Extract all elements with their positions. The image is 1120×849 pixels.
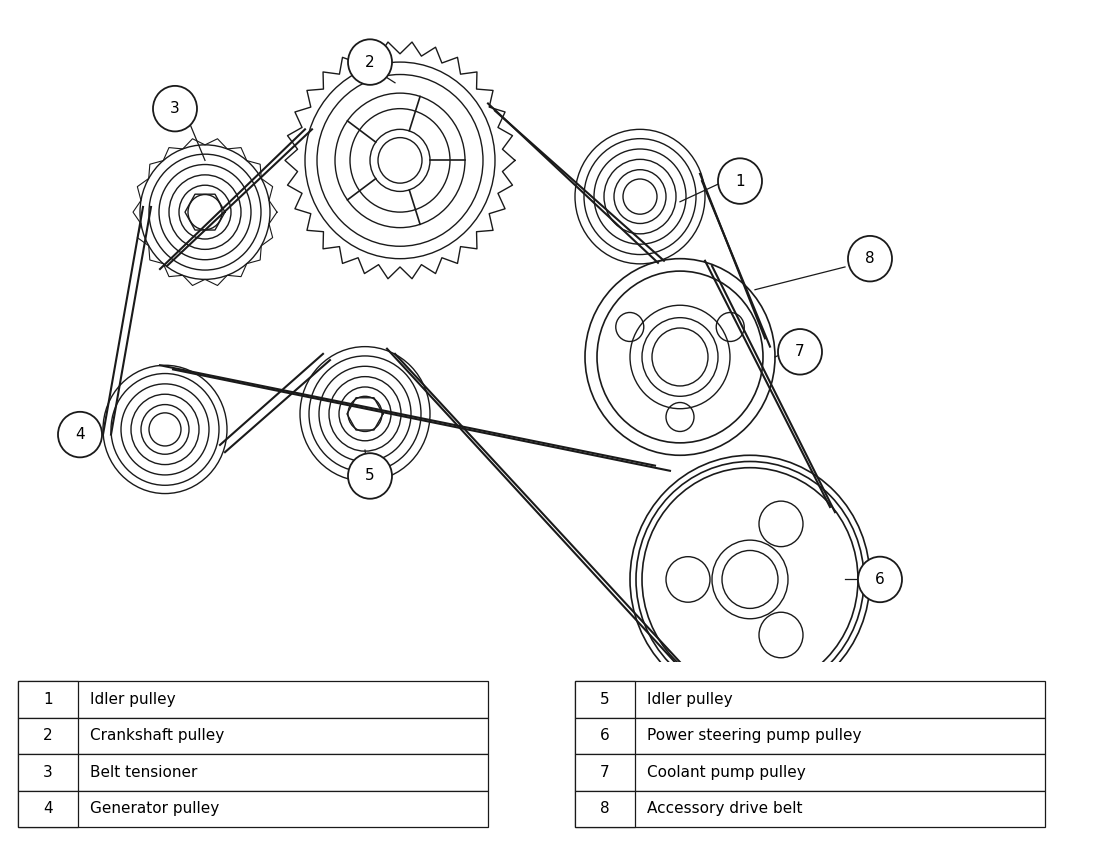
Text: 4: 4 [44,801,53,816]
Bar [575,790,635,827]
Circle shape [348,39,392,85]
Text: Power steering pump pulley: Power steering pump pulley [647,728,861,744]
Text: 2: 2 [44,728,53,744]
Text: 6: 6 [600,728,610,744]
Text: 3: 3 [170,101,180,116]
Text: 8: 8 [600,801,609,816]
Text: Crankshaft pulley: Crankshaft pulley [90,728,224,744]
Bar [18,790,488,827]
Circle shape [718,158,762,204]
Text: 1: 1 [44,692,53,707]
Bar [18,682,78,717]
Text: 2: 2 [365,54,375,70]
Bar [18,717,488,754]
Bar [575,682,1045,717]
Text: 5: 5 [600,692,609,707]
Bar [18,717,78,754]
Bar [575,717,1045,754]
Text: Generator pulley: Generator pulley [90,801,220,816]
Text: Idler pulley: Idler pulley [90,692,176,707]
Bar [575,682,635,717]
Circle shape [153,86,197,132]
Circle shape [778,329,822,374]
Bar [575,717,635,754]
Bar [575,754,1045,790]
Bar [575,754,635,790]
Text: Accessory drive belt: Accessory drive belt [647,801,803,816]
Text: Belt tensioner: Belt tensioner [90,765,197,780]
Circle shape [848,236,892,282]
Bar [575,790,1045,827]
Bar [18,682,488,717]
Text: 7: 7 [600,765,609,780]
Text: 8: 8 [865,251,875,267]
Text: 7: 7 [795,345,805,359]
Text: 3: 3 [44,765,53,780]
Text: 4: 4 [75,427,85,442]
Circle shape [858,557,902,602]
Bar [18,790,78,827]
Bar [18,754,78,790]
Text: Idler pulley: Idler pulley [647,692,732,707]
Text: 1: 1 [735,173,745,188]
Circle shape [348,453,392,498]
Text: 5: 5 [365,469,375,483]
Circle shape [58,412,102,458]
Bar [18,754,488,790]
Text: 6: 6 [875,572,885,587]
Text: Coolant pump pulley: Coolant pump pulley [647,765,805,780]
